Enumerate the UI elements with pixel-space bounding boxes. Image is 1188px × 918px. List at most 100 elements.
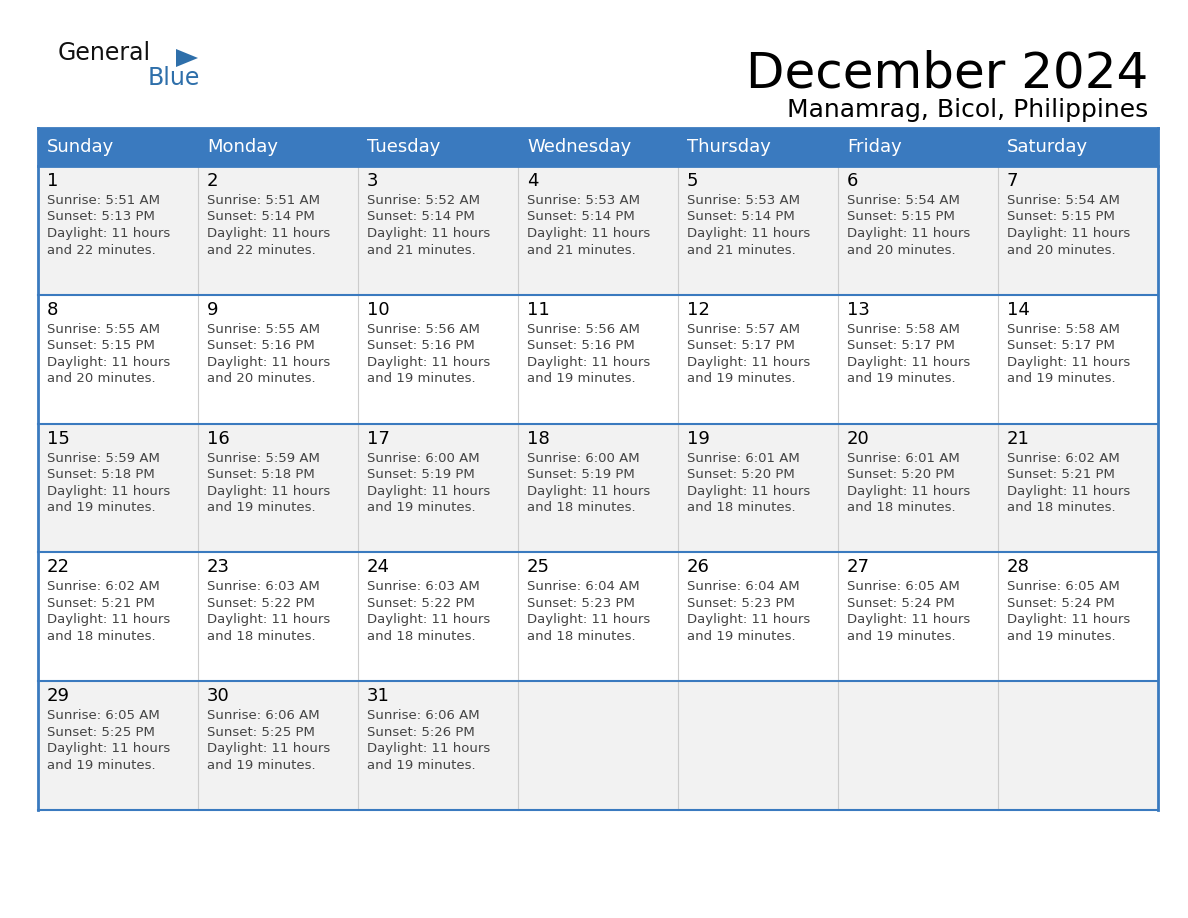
Text: Sunset: 5:14 PM: Sunset: 5:14 PM	[687, 210, 795, 223]
Text: Sunrise: 6:06 AM: Sunrise: 6:06 AM	[367, 710, 480, 722]
Text: Daylight: 11 hours: Daylight: 11 hours	[48, 613, 170, 626]
Text: Daylight: 11 hours: Daylight: 11 hours	[847, 227, 971, 240]
Text: Sunrise: 6:04 AM: Sunrise: 6:04 AM	[527, 580, 639, 593]
Text: and 19 minutes.: and 19 minutes.	[367, 758, 475, 772]
Text: 31: 31	[367, 688, 390, 705]
Bar	[38, 166, 1158, 295]
Text: Sunset: 5:19 PM: Sunset: 5:19 PM	[527, 468, 634, 481]
Text: Sunrise: 5:51 AM: Sunrise: 5:51 AM	[207, 194, 320, 207]
Text: Sunset: 5:23 PM: Sunset: 5:23 PM	[527, 597, 634, 610]
Text: Sunrise: 5:59 AM: Sunrise: 5:59 AM	[207, 452, 320, 465]
Text: Daylight: 11 hours: Daylight: 11 hours	[1007, 613, 1130, 626]
Text: Sunrise: 5:58 AM: Sunrise: 5:58 AM	[847, 323, 960, 336]
Text: Sunset: 5:14 PM: Sunset: 5:14 PM	[207, 210, 315, 223]
Text: Sunrise: 6:00 AM: Sunrise: 6:00 AM	[527, 452, 639, 465]
Text: Sunrise: 5:53 AM: Sunrise: 5:53 AM	[527, 194, 640, 207]
Text: Monday: Monday	[207, 138, 278, 156]
Text: 19: 19	[687, 430, 710, 448]
Text: Sunset: 5:21 PM: Sunset: 5:21 PM	[1007, 468, 1114, 481]
Text: Sunset: 5:20 PM: Sunset: 5:20 PM	[847, 468, 955, 481]
Text: 26: 26	[687, 558, 710, 577]
Text: and 19 minutes.: and 19 minutes.	[847, 373, 955, 386]
Text: Sunrise: 5:54 AM: Sunrise: 5:54 AM	[847, 194, 960, 207]
Text: December 2024: December 2024	[746, 50, 1148, 98]
Text: 24: 24	[367, 558, 390, 577]
Bar	[198, 128, 358, 166]
Text: Sunset: 5:26 PM: Sunset: 5:26 PM	[367, 726, 475, 739]
Bar	[998, 128, 1158, 166]
Text: Daylight: 11 hours: Daylight: 11 hours	[1007, 485, 1130, 498]
Text: and 19 minutes.: and 19 minutes.	[367, 373, 475, 386]
Text: Daylight: 11 hours: Daylight: 11 hours	[687, 485, 810, 498]
Text: Friday: Friday	[847, 138, 902, 156]
Text: and 18 minutes.: and 18 minutes.	[527, 501, 636, 514]
Text: and 20 minutes.: and 20 minutes.	[847, 243, 955, 256]
Text: and 21 minutes.: and 21 minutes.	[687, 243, 796, 256]
Text: Tuesday: Tuesday	[367, 138, 441, 156]
Text: and 18 minutes.: and 18 minutes.	[367, 630, 475, 643]
Text: Sunset: 5:14 PM: Sunset: 5:14 PM	[527, 210, 634, 223]
Text: Daylight: 11 hours: Daylight: 11 hours	[48, 227, 170, 240]
Text: 7: 7	[1007, 172, 1018, 190]
Text: Sunset: 5:23 PM: Sunset: 5:23 PM	[687, 597, 795, 610]
Text: General: General	[58, 41, 151, 65]
Text: Sunrise: 5:59 AM: Sunrise: 5:59 AM	[48, 452, 160, 465]
Text: 8: 8	[48, 301, 58, 319]
Text: Daylight: 11 hours: Daylight: 11 hours	[207, 485, 330, 498]
Text: 25: 25	[527, 558, 550, 577]
Text: Sunrise: 5:58 AM: Sunrise: 5:58 AM	[1007, 323, 1120, 336]
Text: Daylight: 11 hours: Daylight: 11 hours	[367, 613, 491, 626]
Text: Sunset: 5:17 PM: Sunset: 5:17 PM	[847, 340, 955, 353]
Text: 4: 4	[527, 172, 538, 190]
Text: 15: 15	[48, 430, 70, 448]
Text: Thursday: Thursday	[687, 138, 771, 156]
Text: 5: 5	[687, 172, 699, 190]
Text: Sunrise: 5:57 AM: Sunrise: 5:57 AM	[687, 323, 800, 336]
Text: and 20 minutes.: and 20 minutes.	[207, 373, 316, 386]
Text: Daylight: 11 hours: Daylight: 11 hours	[847, 485, 971, 498]
Text: Sunset: 5:13 PM: Sunset: 5:13 PM	[48, 210, 154, 223]
Text: Daylight: 11 hours: Daylight: 11 hours	[527, 613, 650, 626]
Text: Daylight: 11 hours: Daylight: 11 hours	[687, 356, 810, 369]
Text: Daylight: 11 hours: Daylight: 11 hours	[367, 485, 491, 498]
Text: Sunset: 5:21 PM: Sunset: 5:21 PM	[48, 597, 154, 610]
Text: and 22 minutes.: and 22 minutes.	[207, 243, 316, 256]
Text: and 19 minutes.: and 19 minutes.	[687, 630, 796, 643]
Text: Sunset: 5:19 PM: Sunset: 5:19 PM	[367, 468, 475, 481]
Text: Sunset: 5:16 PM: Sunset: 5:16 PM	[527, 340, 634, 353]
Text: 29: 29	[48, 688, 70, 705]
Text: Sunrise: 5:52 AM: Sunrise: 5:52 AM	[367, 194, 480, 207]
Text: Daylight: 11 hours: Daylight: 11 hours	[207, 742, 330, 756]
Text: 27: 27	[847, 558, 870, 577]
Text: 6: 6	[847, 172, 859, 190]
Text: Daylight: 11 hours: Daylight: 11 hours	[367, 742, 491, 756]
Text: 21: 21	[1007, 430, 1030, 448]
Text: 22: 22	[48, 558, 70, 577]
Text: Sunset: 5:16 PM: Sunset: 5:16 PM	[207, 340, 315, 353]
Bar	[38, 295, 1158, 423]
Bar	[838, 128, 998, 166]
Text: Daylight: 11 hours: Daylight: 11 hours	[1007, 227, 1130, 240]
Text: 28: 28	[1007, 558, 1030, 577]
Text: Wednesday: Wednesday	[527, 138, 631, 156]
Text: Sunday: Sunday	[48, 138, 114, 156]
Text: 11: 11	[527, 301, 550, 319]
Text: Daylight: 11 hours: Daylight: 11 hours	[527, 227, 650, 240]
Text: Sunrise: 5:56 AM: Sunrise: 5:56 AM	[367, 323, 480, 336]
Text: Daylight: 11 hours: Daylight: 11 hours	[207, 356, 330, 369]
Text: Sunrise: 6:05 AM: Sunrise: 6:05 AM	[48, 710, 159, 722]
Text: Sunset: 5:16 PM: Sunset: 5:16 PM	[367, 340, 475, 353]
Text: 10: 10	[367, 301, 390, 319]
Text: and 21 minutes.: and 21 minutes.	[367, 243, 475, 256]
Text: Sunset: 5:22 PM: Sunset: 5:22 PM	[207, 597, 315, 610]
Text: Sunset: 5:14 PM: Sunset: 5:14 PM	[367, 210, 475, 223]
Text: and 18 minutes.: and 18 minutes.	[48, 630, 156, 643]
Text: and 18 minutes.: and 18 minutes.	[527, 630, 636, 643]
Text: 1: 1	[48, 172, 58, 190]
Text: Daylight: 11 hours: Daylight: 11 hours	[48, 356, 170, 369]
Text: and 19 minutes.: and 19 minutes.	[207, 501, 316, 514]
Text: Sunrise: 5:53 AM: Sunrise: 5:53 AM	[687, 194, 800, 207]
Text: and 18 minutes.: and 18 minutes.	[207, 630, 316, 643]
Text: and 20 minutes.: and 20 minutes.	[1007, 243, 1116, 256]
Text: Sunset: 5:15 PM: Sunset: 5:15 PM	[48, 340, 154, 353]
